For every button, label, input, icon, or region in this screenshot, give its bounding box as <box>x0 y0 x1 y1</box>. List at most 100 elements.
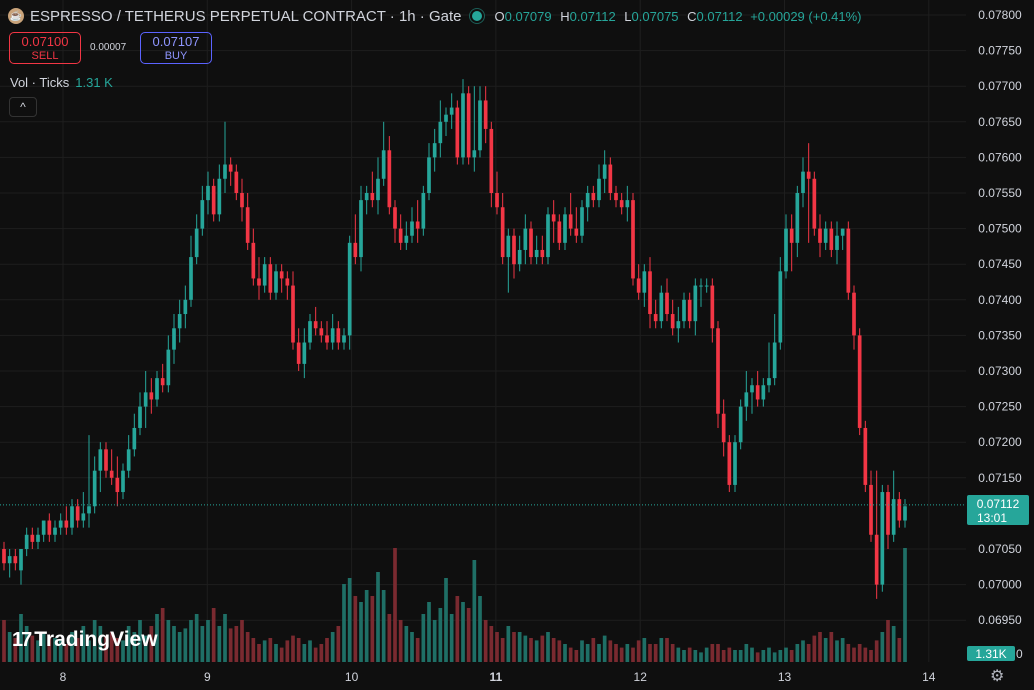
volume-bar <box>132 632 137 662</box>
price-tick: 0.07350 <box>978 328 1022 342</box>
collapse-legend-button[interactable]: ^ <box>9 97 37 117</box>
candle-body <box>217 178 222 215</box>
candle-body <box>517 249 522 265</box>
candle-body <box>557 221 562 243</box>
volume-bar <box>427 602 431 662</box>
candle-body <box>659 292 664 322</box>
candle-body <box>274 271 278 293</box>
candle-body <box>302 342 307 364</box>
candle-body <box>410 221 414 236</box>
volume-bar <box>466 608 471 662</box>
volume-bar <box>716 644 720 662</box>
volume-bar <box>568 647 573 662</box>
volume-bar <box>228 628 233 662</box>
volume-bar <box>166 620 171 662</box>
volume-bar <box>376 572 380 662</box>
volume-bar <box>903 548 907 662</box>
candle-body <box>268 264 273 293</box>
candle-body <box>81 513 86 521</box>
candle-body <box>852 292 856 336</box>
volume-bar <box>818 632 822 662</box>
candle-body <box>738 406 743 443</box>
volume-bar <box>404 626 409 662</box>
candle-body <box>869 484 873 535</box>
candle-body <box>665 292 669 315</box>
candle-body <box>291 285 295 343</box>
volume-legend[interactable]: Vol · Ticks 1.31 K <box>10 75 113 90</box>
volume-bar <box>625 644 630 662</box>
volume-bar <box>727 647 732 662</box>
volume-bar <box>336 626 341 662</box>
volume-bar <box>58 640 63 662</box>
candle-body <box>370 193 375 201</box>
candle-body <box>540 249 545 258</box>
volume-bar <box>438 608 443 662</box>
volume-bar <box>517 632 522 662</box>
volume-bar <box>172 626 176 662</box>
gear-icon[interactable]: ⚙ <box>990 668 1005 685</box>
candle-body <box>240 193 244 208</box>
symbol-title[interactable]: ESPRESSO / TETHERUS PERPETUAL CONTRACT ·… <box>30 7 462 25</box>
volume-bar <box>415 638 420 662</box>
price-tick: 0.07150 <box>978 471 1022 485</box>
volume-bar <box>551 638 556 662</box>
candle-body <box>308 321 312 343</box>
price-tick: 0.07800 <box>978 8 1022 22</box>
candle-body <box>313 321 318 329</box>
volume-bar <box>744 644 749 662</box>
volume-bar <box>98 626 103 662</box>
grid <box>0 0 966 662</box>
time-tick: 10 <box>345 670 359 684</box>
candle-body <box>512 235 516 265</box>
volume-bar <box>789 650 794 662</box>
volume-bar <box>750 647 754 662</box>
volume-bar <box>478 596 482 662</box>
sell-button[interactable]: 0.07100 SELL <box>9 32 81 64</box>
candle-body <box>387 150 392 208</box>
candle-body <box>874 534 879 585</box>
volume-bar <box>869 650 873 662</box>
volume-bar <box>886 620 890 662</box>
price-tick: 0.07600 <box>978 150 1022 164</box>
volume-bar <box>563 644 567 662</box>
candle-body <box>189 257 193 300</box>
svg-text:1.31K: 1.31K <box>975 647 1006 661</box>
volume-bar <box>364 590 369 662</box>
candle-body <box>319 328 324 336</box>
volume-bar <box>353 596 358 662</box>
volume-bar <box>659 638 664 662</box>
tradingview-logo[interactable]: 17 TradingView <box>12 628 158 652</box>
buy-button[interactable]: 0.07107 BUY <box>140 32 212 64</box>
candle-body <box>483 100 488 129</box>
candle-body <box>534 249 539 258</box>
volume-bar <box>529 638 533 662</box>
candle-body <box>194 228 199 258</box>
ohlc-values: O0.07079 H0.07112 L0.07075 C0.07112 +0.0… <box>494 8 862 24</box>
candle-body <box>767 378 771 386</box>
candle-body <box>563 214 567 243</box>
volume-bar <box>512 632 516 662</box>
candle-body <box>438 121 443 144</box>
volume-bar <box>30 635 35 662</box>
volume-bar <box>806 644 811 662</box>
volume-bar <box>240 620 244 662</box>
volume-bar <box>772 652 777 662</box>
price-tick: 0.07550 <box>978 186 1022 200</box>
candle-body <box>70 506 74 528</box>
candle-body <box>472 150 477 158</box>
tradingview-wordmark: TradingView <box>34 628 158 651</box>
candle-body <box>523 228 528 250</box>
price-tick: 0.06950 <box>978 613 1022 627</box>
volume-bar <box>115 638 120 662</box>
candle-body <box>591 193 596 201</box>
volume-label: Vol · Ticks <box>10 75 70 90</box>
volume-bar <box>251 638 256 662</box>
volume-bar <box>461 602 465 662</box>
volume-bar <box>591 638 596 662</box>
volume-bar <box>268 638 273 662</box>
price-tick: 0.07700 <box>978 79 1022 93</box>
candle-body <box>608 164 613 193</box>
volume-bar <box>580 640 584 662</box>
candle-body <box>710 285 715 329</box>
